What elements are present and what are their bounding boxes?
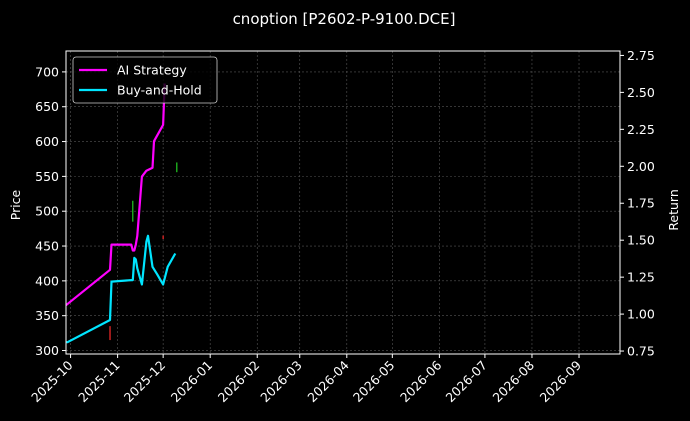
y-tick-label-right: 0.75 [627, 344, 655, 359]
x-tick-label: 2026-09 [537, 357, 585, 405]
y-axis-label-right: Return [666, 189, 681, 230]
y-tick-label-right: 2.75 [627, 48, 655, 63]
y-tick-label-right: 1.00 [627, 307, 655, 322]
trade-markers [109, 162, 178, 341]
x-tick-label: 2025-12 [121, 358, 169, 406]
x-tick-label: 2025-10 [28, 357, 76, 405]
y-tick-label-right: 1.25 [627, 270, 655, 285]
plot-frame [65, 50, 621, 355]
y-tick-label-right: 2.00 [627, 159, 655, 174]
y-tick-label-right: 2.25 [627, 122, 655, 137]
y-tick-label-right: 1.50 [627, 233, 655, 248]
y-tick-label-left: 450 [35, 239, 59, 254]
y-tick-label-left: 300 [35, 343, 59, 358]
legend-label: AI Strategy [117, 63, 187, 78]
y-tick-label-right: 2.50 [627, 85, 655, 100]
y-tick-label-left: 600 [35, 134, 59, 149]
y-tick-label-left: 550 [35, 169, 59, 184]
x-tick-label: 2026-05 [350, 358, 398, 406]
series-lines [65, 83, 177, 344]
y-tick-label-left: 400 [35, 273, 59, 288]
x-tick-label: 2026-02 [215, 358, 263, 406]
plot-border [65, 50, 621, 355]
legend: AI Strategy Buy-and-Hold [72, 56, 218, 104]
x-tick-label: 2026-04 [304, 357, 352, 405]
legend-box [72, 56, 218, 104]
y-axis-right-ticks: 0.75 1.00 1.25 1.50 1.75 2.00 2.25 2.50 2.75 [620, 48, 655, 359]
y-tick-label-left: 700 [35, 64, 59, 79]
y-tick-label-left: 650 [35, 99, 59, 114]
y-tick-label-right: 1.75 [627, 196, 655, 211]
y-tick-label-left: 500 [35, 204, 59, 219]
x-tick-label: 2026-01 [168, 358, 216, 406]
x-tick-label: 2026-07 [442, 358, 490, 406]
y-axis-label-left: Price [8, 189, 23, 220]
x-tick-label: 2025-11 [75, 358, 123, 406]
x-tick-label: 2026-06 [397, 357, 445, 405]
series-line-ai-strategy [65, 83, 166, 307]
y-tick-label-left: 350 [35, 308, 59, 323]
series-line-buy-and-hold [66, 234, 177, 344]
x-tick-label: 2026-03 [257, 358, 305, 406]
chart-title: cnoption [P2602-P-9100.DCE] [233, 10, 456, 28]
legend-label: Buy-and-Hold [117, 83, 202, 98]
y-axis-left-ticks: 300 350 400 450 500 550 600 650 700 [35, 64, 66, 358]
x-tick-label: 2026-08 [490, 357, 538, 405]
